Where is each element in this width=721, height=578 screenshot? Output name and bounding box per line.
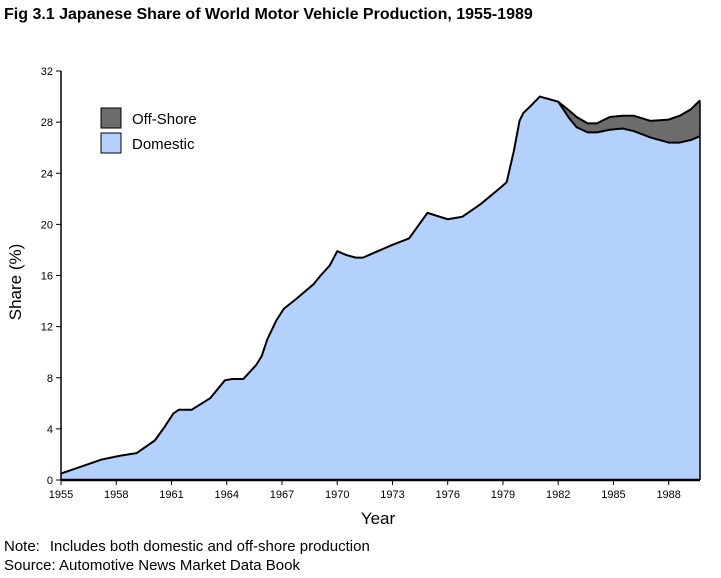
y-tick-label: 24 (41, 168, 53, 180)
domestic-area (61, 96, 700, 480)
y-tick-label: 20 (41, 219, 53, 231)
legend-label: Off-Shore (132, 111, 197, 128)
x-axis-label: Year (361, 509, 396, 528)
y-tick-label: 8 (47, 373, 53, 385)
y-tick-label: 28 (41, 117, 53, 129)
x-tick-label: 1967 (270, 489, 294, 501)
chart-note: Note: Includes both domestic and off-shor… (4, 538, 370, 555)
x-tick-label: 1973 (380, 489, 404, 501)
legend-swatch-domestic (100, 132, 122, 154)
y-tick-label: 4 (47, 424, 53, 436)
legend-label: Domestic (132, 136, 195, 153)
offshore-line (557, 99, 701, 125)
x-tick-label: 1964 (214, 489, 238, 501)
area-layer (60, 95, 701, 480)
x-tick-label: 1985 (601, 489, 625, 501)
domestic-line (60, 95, 701, 475)
axes: 0 4 8 12 16 20 24 28 32 1955 1958 1961 1964 1967 1970 1… (41, 66, 700, 501)
x-tick-label: 1961 (159, 489, 183, 501)
x-tick-label: 1979 (491, 489, 515, 501)
x-tick-label: 1958 (104, 489, 128, 501)
x-tick-label: 1982 (546, 489, 570, 501)
y-tick-label: 32 (41, 66, 53, 78)
y-axis-label: Share (%) (6, 244, 25, 321)
x-tick-label: 1970 (325, 489, 349, 501)
y-tick-label: 12 (41, 322, 53, 334)
legend: Off-Shore Domestic (100, 107, 197, 154)
y-tick-label: 16 (41, 271, 53, 283)
note-text: Includes both domestic and off-shore pro… (49, 538, 370, 555)
note-label: Note: (4, 538, 40, 555)
legend-swatch-off-shore (100, 107, 122, 129)
chart-title: Fig 3.1 Japanese Share of World Motor Ve… (4, 6, 533, 23)
x-tick-label: 1988 (656, 489, 680, 501)
x-tick-label: 1976 (435, 489, 459, 501)
y-tick-label: 0 (47, 475, 53, 487)
x-tick-label: 1955 (49, 489, 73, 501)
chart-source: Source: Automotive News Market Data Book (4, 557, 300, 574)
